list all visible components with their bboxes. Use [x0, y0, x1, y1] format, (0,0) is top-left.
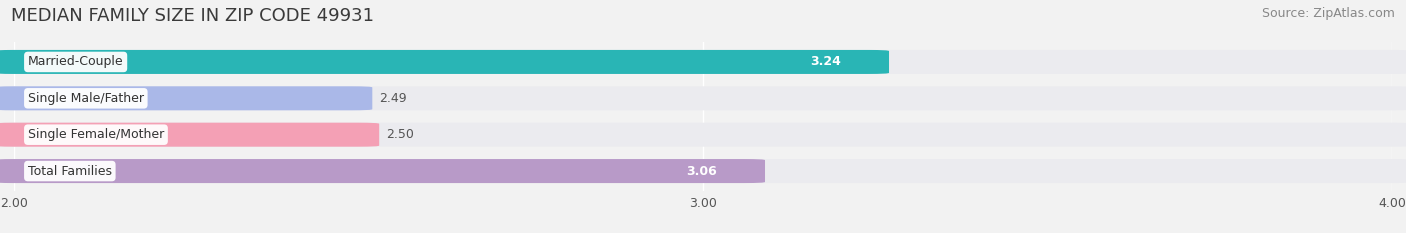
- Text: Single Female/Mother: Single Female/Mother: [28, 128, 165, 141]
- Text: Source: ZipAtlas.com: Source: ZipAtlas.com: [1261, 7, 1395, 20]
- FancyBboxPatch shape: [0, 86, 1406, 110]
- Text: 2.50: 2.50: [387, 128, 413, 141]
- Text: 3.24: 3.24: [810, 55, 841, 69]
- FancyBboxPatch shape: [0, 123, 1406, 147]
- Text: Married-Couple: Married-Couple: [28, 55, 124, 69]
- Text: 2.49: 2.49: [380, 92, 406, 105]
- FancyBboxPatch shape: [0, 123, 380, 147]
- Text: MEDIAN FAMILY SIZE IN ZIP CODE 49931: MEDIAN FAMILY SIZE IN ZIP CODE 49931: [11, 7, 374, 25]
- Text: Total Families: Total Families: [28, 164, 112, 178]
- FancyBboxPatch shape: [0, 159, 765, 183]
- Text: 3.06: 3.06: [686, 164, 717, 178]
- Text: Single Male/Father: Single Male/Father: [28, 92, 143, 105]
- FancyBboxPatch shape: [0, 86, 373, 110]
- FancyBboxPatch shape: [0, 159, 1406, 183]
- FancyBboxPatch shape: [0, 50, 889, 74]
- FancyBboxPatch shape: [0, 50, 1406, 74]
